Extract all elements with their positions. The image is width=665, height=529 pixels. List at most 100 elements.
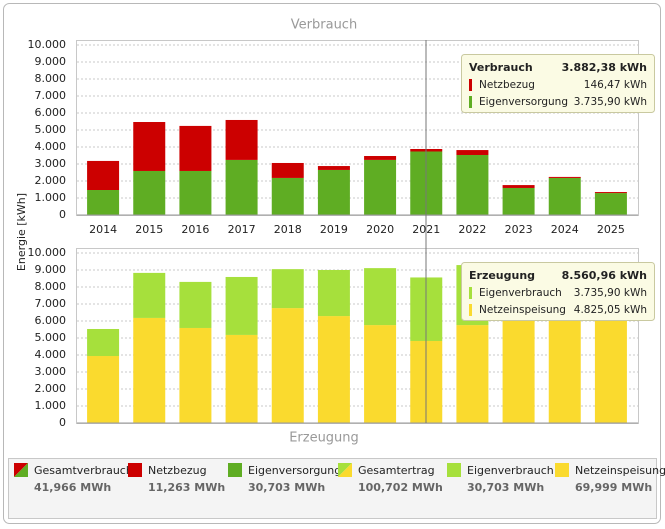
bar-segment	[317, 166, 350, 170]
bar-segment	[225, 334, 258, 423]
bar-segment	[364, 156, 397, 160]
x-tick-label: 2016	[181, 223, 209, 236]
tooltip-swatch	[469, 287, 472, 299]
bar-segment	[317, 270, 350, 317]
bar-segment	[87, 328, 120, 357]
bar-segment	[133, 170, 166, 215]
bar-segment	[548, 177, 581, 215]
chart-title: Verbrauch	[291, 18, 357, 33]
legend-total: 100,702 MWh	[358, 481, 443, 494]
tooltip-swatch	[469, 96, 472, 108]
bar-segment	[594, 193, 627, 215]
tooltip-row-value: 3.735,90 kWh	[574, 287, 647, 299]
x-tick-label: 2022	[458, 223, 486, 236]
bar-segment	[225, 276, 258, 335]
bar-segment	[87, 190, 120, 215]
bar-segment	[317, 316, 350, 423]
bar-segment	[133, 122, 166, 171]
x-tick-label: 2014	[89, 223, 117, 236]
legend-box	[8, 458, 657, 519]
legend-icon	[14, 463, 28, 477]
y-tick-label: 3.000	[35, 157, 67, 170]
tooltip-title: Verbrauch	[469, 61, 533, 74]
bar-segment	[594, 312, 627, 423]
tooltip-row-name: Eigenverbrauch	[479, 287, 562, 299]
bar-segment	[271, 308, 304, 423]
y-tick-label: 2.000	[35, 382, 67, 395]
legend-icon	[128, 463, 142, 477]
y-axis-label: Energie [kWh]	[15, 193, 28, 271]
legend-total: 41,966 MWh	[34, 481, 111, 494]
tooltip-box	[461, 54, 655, 113]
x-tick-label: 2025	[597, 223, 625, 236]
tooltip-row-name: Eigenversorgung	[479, 96, 568, 108]
tooltip-total: 8.560,96 kWh	[562, 269, 647, 282]
legend-icon	[228, 463, 242, 477]
bar-segment	[271, 162, 304, 178]
tooltip-box	[461, 262, 655, 321]
y-tick-label: 4.000	[35, 140, 67, 153]
bar-segment	[179, 327, 212, 423]
bar-segment	[502, 312, 535, 423]
bar-segment	[133, 272, 166, 318]
legend-total: 69,999 MWh	[575, 481, 652, 494]
bar-segment	[179, 281, 212, 328]
x-tick-label: 2019	[320, 223, 348, 236]
y-tick-label: 9.000	[35, 263, 67, 276]
legend-total: 11,263 MWh	[148, 481, 225, 494]
bar-segment	[502, 185, 535, 188]
y-tick-label: 7.000	[35, 297, 67, 310]
bar-segment	[456, 154, 489, 215]
y-tick-label: 0	[59, 208, 66, 221]
y-tick-label: 8.000	[35, 72, 67, 85]
y-tick-label: 10.000	[28, 246, 67, 259]
bar-segment	[594, 192, 627, 194]
y-tick-label: 1.000	[35, 191, 67, 204]
bar-segment	[364, 159, 397, 215]
bar-segment	[502, 187, 535, 215]
tooltip-swatch	[469, 304, 472, 316]
legend-icon	[447, 463, 461, 477]
legend-icon	[338, 463, 352, 477]
y-tick-label: 6.000	[35, 106, 67, 119]
tooltip-row-name: Netzeinspeisung	[479, 304, 566, 316]
tooltip-row-value: 146,47 kWh	[584, 79, 647, 91]
y-tick-label: 2.000	[35, 174, 67, 187]
bar-segment	[456, 150, 489, 155]
bar-segment	[225, 159, 258, 215]
bar-segment	[87, 160, 120, 191]
bar-segment	[548, 309, 581, 423]
y-tick-label: 5.000	[35, 331, 67, 344]
tooltip-total: 3.882,38 kWh	[562, 61, 647, 74]
y-tick-label: 8.000	[35, 280, 67, 293]
legend-total: 30,703 MWh	[467, 481, 544, 494]
legend-name: Eigenversorgung	[248, 464, 341, 477]
x-tick-label: 2023	[505, 223, 533, 236]
legend-icon	[555, 463, 569, 477]
bar-segment	[317, 169, 350, 215]
legend-name: Netzbezug	[148, 464, 207, 477]
x-tick-label: 2018	[274, 223, 302, 236]
legend-name: Eigenverbrauch	[467, 464, 554, 477]
x-tick-label: 2024	[551, 223, 579, 236]
tooltip-row-value: 4.825,05 kWh	[574, 304, 647, 316]
legend-name: Netzeinspeisung	[575, 464, 665, 477]
legend-total: 30,703 MWh	[248, 481, 325, 494]
bar-segment	[456, 325, 489, 423]
bar-segment	[133, 317, 166, 423]
x-tick-label: 2017	[228, 223, 256, 236]
tooltip-row-name: Netzbezug	[479, 79, 535, 91]
y-tick-label: 10.000	[28, 38, 67, 51]
legend-name: Gesamtertrag	[358, 464, 435, 477]
tooltip-row-value: 3.735,90 kWh	[574, 96, 647, 108]
y-tick-label: 1.000	[35, 399, 67, 412]
bar-segment	[179, 170, 212, 215]
y-tick-label: 6.000	[35, 314, 67, 327]
legend-name: Gesamtverbrauch	[34, 464, 133, 477]
y-tick-label: 3.000	[35, 365, 67, 378]
bar-segment	[364, 325, 397, 423]
x-tick-label: 2020	[366, 223, 394, 236]
y-tick-label: 7.000	[35, 89, 67, 102]
tooltip-title: Erzeugung	[469, 269, 535, 282]
